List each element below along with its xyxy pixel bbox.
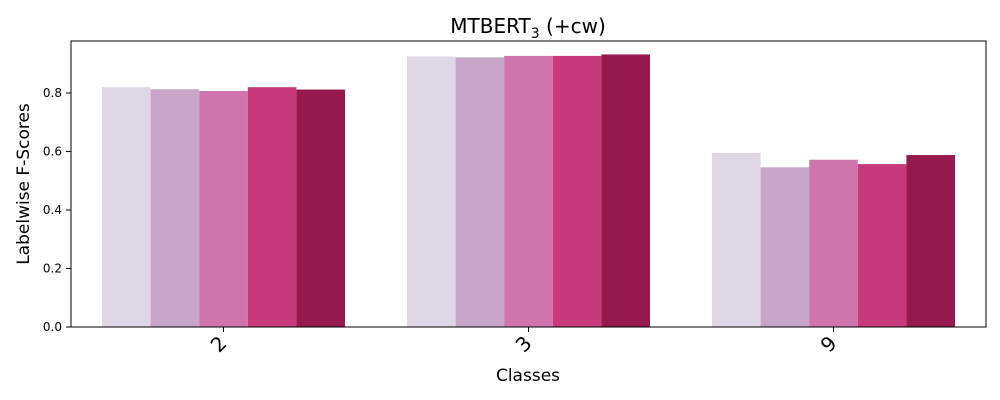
bar-class-3-series-2 — [455, 57, 505, 327]
bar-class-9-series-5 — [906, 155, 955, 327]
y-axis: 0.0 0.2 0.4 0.6 0.8 — [43, 86, 71, 334]
y-tick-label: 0.2 — [43, 262, 62, 276]
bar-class-9-series-4 — [857, 164, 907, 327]
bar-class-3-series-4 — [552, 55, 602, 327]
bar-class-3-series-5 — [601, 54, 650, 327]
bar-class-2-series-2 — [150, 89, 200, 327]
x-axis-label: Classes — [496, 366, 560, 386]
bar-class-3-series-3 — [504, 55, 553, 327]
x-axis: 2 3 9 — [206, 327, 842, 357]
bar-class-9-series-2 — [760, 167, 810, 327]
bar-class-9-series-3 — [809, 159, 858, 327]
y-tick-label: 0.6 — [43, 145, 62, 159]
bars-group — [102, 54, 955, 327]
chart-title-subscript: 3 — [531, 26, 540, 42]
x-tick-label: 9 — [816, 331, 842, 357]
y-tick-label: 0.0 — [43, 320, 62, 334]
chart-title: MTBERT3 (+cw) — [450, 14, 606, 42]
y-tick-label: 0.4 — [43, 203, 62, 217]
x-tick-label: 2 — [206, 331, 232, 357]
y-tick-label: 0.8 — [43, 86, 62, 100]
bar-class-2-series-1 — [102, 87, 151, 327]
bar-class-3-series-1 — [407, 56, 456, 327]
plot-frame — [70, 40, 987, 328]
bar-class-9-series-1 — [712, 153, 761, 327]
y-axis-label: Labelwise F-Scores — [14, 103, 34, 265]
bar-class-2-series-5 — [296, 89, 345, 327]
chart-title-suffix: (+cw) — [540, 14, 606, 38]
bar-class-2-series-3 — [199, 91, 248, 327]
chart-title-main: MTBERT — [450, 14, 531, 38]
bar-class-2-series-4 — [247, 87, 297, 327]
x-tick-label: 3 — [511, 331, 537, 357]
